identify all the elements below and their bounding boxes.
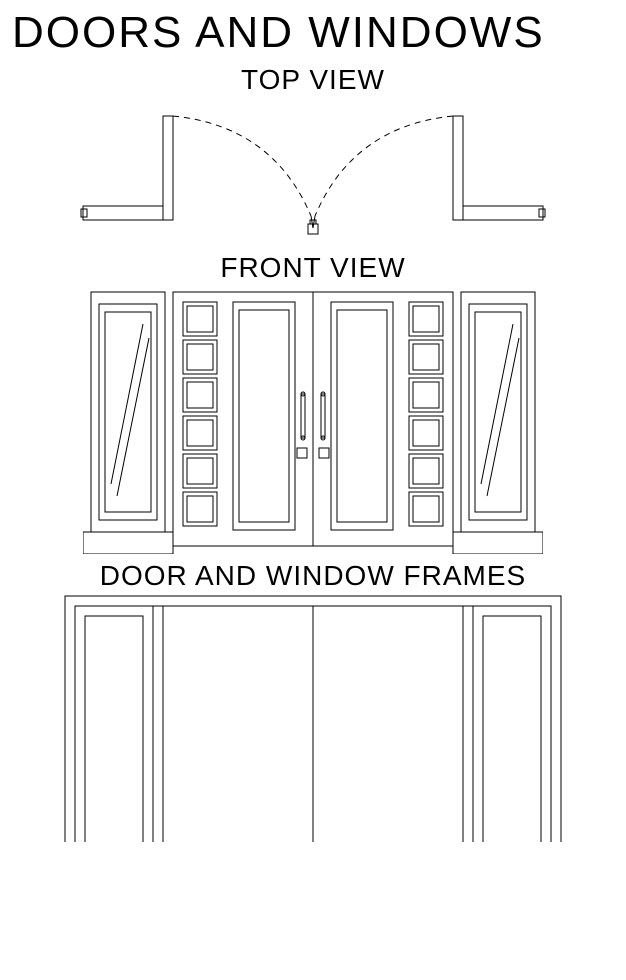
top-view-diagram <box>53 96 573 246</box>
top-view-section: TOP VIEW <box>0 58 626 246</box>
front-view-diagram <box>83 284 543 554</box>
main-title: DOORS AND WINDOWS <box>0 0 626 58</box>
front-view-section: FRONT VIEW <box>0 246 626 554</box>
frames-label: DOOR AND WINDOW FRAMES <box>0 554 626 592</box>
frames-section: DOOR AND WINDOW FRAMES <box>0 554 626 842</box>
top-view-label: TOP VIEW <box>0 58 626 96</box>
front-view-label: FRONT VIEW <box>0 246 626 284</box>
frames-diagram <box>53 592 573 842</box>
